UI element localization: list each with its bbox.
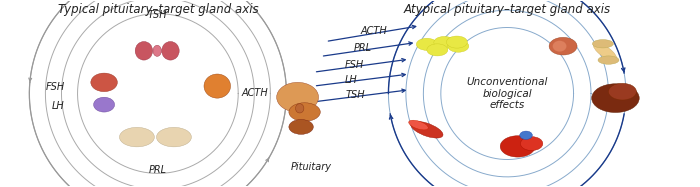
- Ellipse shape: [594, 43, 617, 61]
- Ellipse shape: [500, 136, 535, 157]
- Ellipse shape: [521, 137, 542, 151]
- Ellipse shape: [289, 103, 321, 121]
- Ellipse shape: [608, 83, 636, 100]
- Ellipse shape: [157, 127, 191, 147]
- Ellipse shape: [94, 97, 115, 112]
- Ellipse shape: [434, 36, 455, 48]
- Ellipse shape: [552, 41, 566, 52]
- Ellipse shape: [447, 36, 468, 48]
- Text: LH: LH: [52, 101, 65, 111]
- Ellipse shape: [427, 44, 448, 56]
- Text: Unconventional
biological
effects: Unconventional biological effects: [466, 77, 548, 110]
- Text: ACTH: ACTH: [360, 26, 387, 36]
- Text: Typical pituitary–target gland axis: Typical pituitary–target gland axis: [57, 3, 258, 16]
- Ellipse shape: [289, 119, 314, 134]
- Text: Atypical pituitary–target gland axis: Atypical pituitary–target gland axis: [404, 3, 610, 16]
- Text: FSH: FSH: [345, 60, 365, 70]
- Text: TSH: TSH: [345, 90, 365, 100]
- Ellipse shape: [549, 37, 577, 55]
- Ellipse shape: [416, 38, 438, 50]
- Ellipse shape: [592, 84, 639, 113]
- Text: ACTH: ACTH: [241, 88, 269, 98]
- Text: TSH: TSH: [148, 10, 168, 20]
- Text: FSH: FSH: [46, 82, 65, 92]
- Ellipse shape: [520, 131, 532, 140]
- Text: PRL: PRL: [354, 43, 372, 53]
- Ellipse shape: [135, 42, 153, 60]
- Ellipse shape: [162, 42, 179, 60]
- Ellipse shape: [153, 45, 162, 56]
- Ellipse shape: [120, 127, 155, 147]
- Text: LH: LH: [345, 75, 358, 85]
- Ellipse shape: [295, 104, 304, 113]
- Ellipse shape: [411, 121, 443, 138]
- Ellipse shape: [409, 120, 428, 130]
- Text: Pituitary: Pituitary: [291, 162, 332, 172]
- Ellipse shape: [91, 73, 118, 92]
- Ellipse shape: [598, 56, 619, 64]
- Ellipse shape: [204, 74, 230, 98]
- Ellipse shape: [448, 40, 469, 52]
- Ellipse shape: [592, 40, 613, 48]
- Text: PRL: PRL: [149, 165, 167, 175]
- Ellipse shape: [276, 82, 318, 112]
